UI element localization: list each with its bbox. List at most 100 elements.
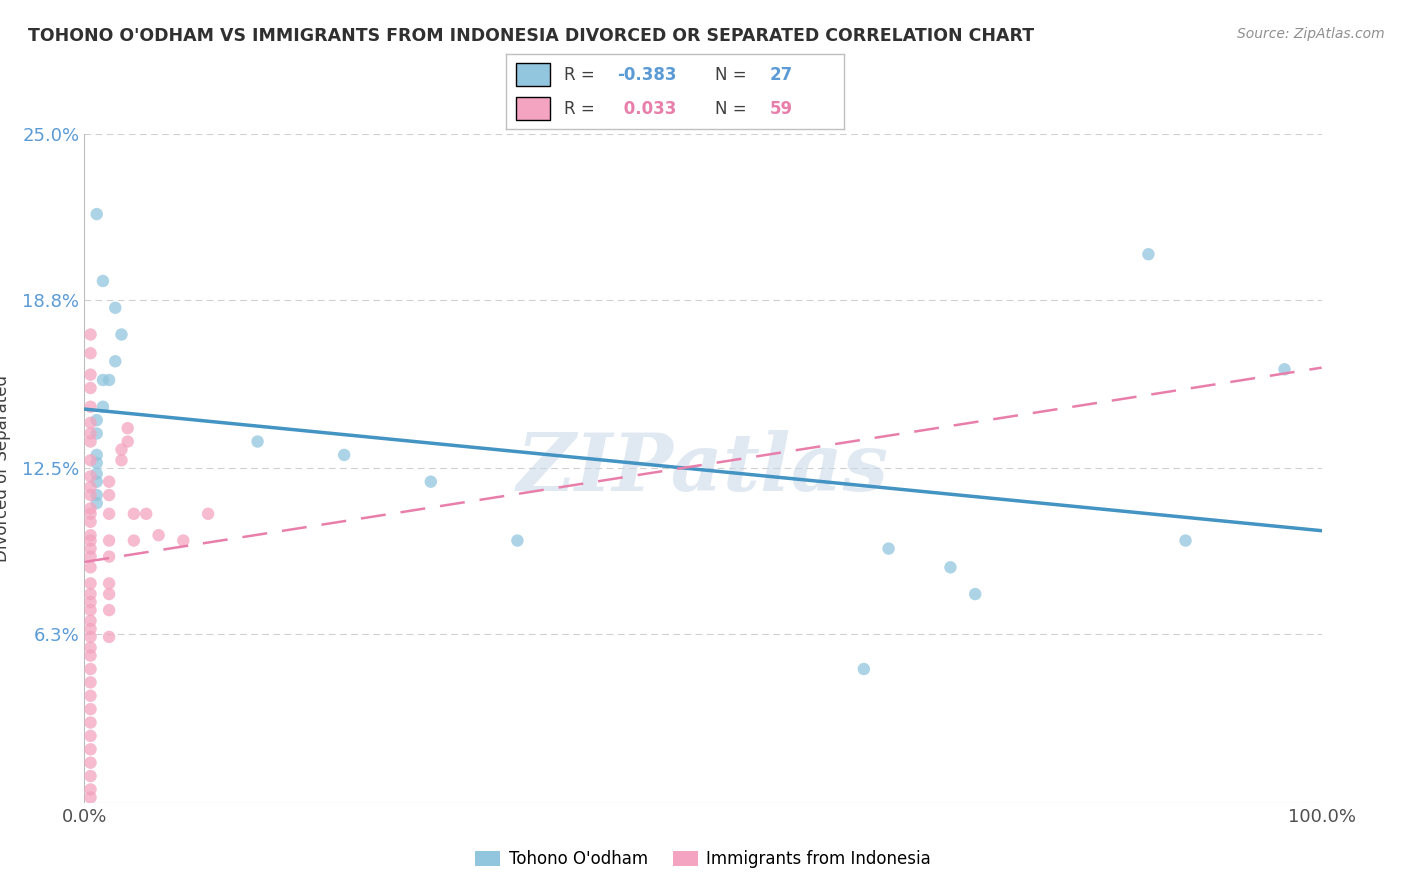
Point [939,560,962,574]
Point [86,496,108,510]
Point [246,434,269,449]
Point [86,467,108,481]
Point [197,507,219,521]
Point [79,368,101,382]
Point [98,587,121,601]
Point [79,715,101,730]
Text: 0.033: 0.033 [617,100,676,118]
Point [110,327,132,342]
Point [79,501,101,516]
Point [79,515,101,529]
Text: N =: N = [716,66,752,84]
Point [86,207,108,221]
Text: 27: 27 [769,66,793,84]
Text: 59: 59 [769,100,793,118]
Point [117,421,139,435]
Point [419,475,441,489]
Point [79,549,101,564]
Point [79,488,101,502]
Point [79,675,101,690]
Point [117,434,139,449]
Point [79,648,101,663]
Point [86,448,108,462]
Point [79,742,101,756]
Point [98,475,121,489]
Point [79,560,101,574]
Point [79,729,101,743]
Point [98,630,121,644]
Point [79,453,101,467]
Point [91,400,114,414]
Point [98,488,121,502]
Point [1174,533,1197,548]
Point [79,381,101,395]
Point [98,603,121,617]
Text: ZIPatlas: ZIPatlas [517,430,889,507]
Point [91,373,114,387]
Point [86,456,108,470]
Point [79,662,101,676]
Point [79,400,101,414]
Point [122,533,145,548]
Point [98,533,121,548]
Point [79,756,101,770]
Point [98,549,121,564]
Legend: Tohono O'odham, Immigrants from Indonesia: Tohono O'odham, Immigrants from Indonesi… [468,844,938,875]
Point [79,603,101,617]
Point [98,576,121,591]
Y-axis label: Divorced or Separated: Divorced or Separated [0,375,11,562]
FancyBboxPatch shape [516,63,550,87]
Point [79,614,101,628]
Point [79,576,101,591]
Point [79,480,101,494]
Point [79,702,101,716]
Point [86,426,108,441]
Point [852,662,875,676]
Point [877,541,900,556]
Point [104,354,127,368]
Text: R =: R = [564,100,599,118]
Point [79,528,101,542]
Point [122,507,145,521]
Text: N =: N = [716,100,752,118]
Point [104,301,127,315]
Point [79,782,101,797]
FancyBboxPatch shape [516,97,550,120]
Point [1274,362,1296,376]
Point [79,587,101,601]
Point [98,373,121,387]
Text: Source: ZipAtlas.com: Source: ZipAtlas.com [1237,27,1385,41]
Point [79,541,101,556]
Point [79,469,101,483]
Point [79,434,101,449]
Point [79,346,101,360]
Point [79,769,101,783]
Point [148,528,170,542]
Point [79,533,101,548]
Point [86,488,108,502]
Point [79,640,101,655]
Point [110,442,132,457]
Point [333,448,356,462]
Point [91,274,114,288]
Text: TOHONO O'ODHAM VS IMMIGRANTS FROM INDONESIA DIVORCED OR SEPARATED CORRELATION CH: TOHONO O'ODHAM VS IMMIGRANTS FROM INDONE… [28,27,1035,45]
Point [110,453,132,467]
Point [79,507,101,521]
Point [98,507,121,521]
Point [79,416,101,430]
Point [79,790,101,805]
Point [79,595,101,609]
Point [79,630,101,644]
Point [79,622,101,636]
Text: R =: R = [564,66,599,84]
Point [172,533,194,548]
Point [86,475,108,489]
Point [79,426,101,441]
Point [506,533,529,548]
Text: -0.383: -0.383 [617,66,678,84]
Point [135,507,157,521]
Point [79,327,101,342]
Point [86,413,108,427]
Point [1137,247,1160,261]
Point [79,689,101,703]
